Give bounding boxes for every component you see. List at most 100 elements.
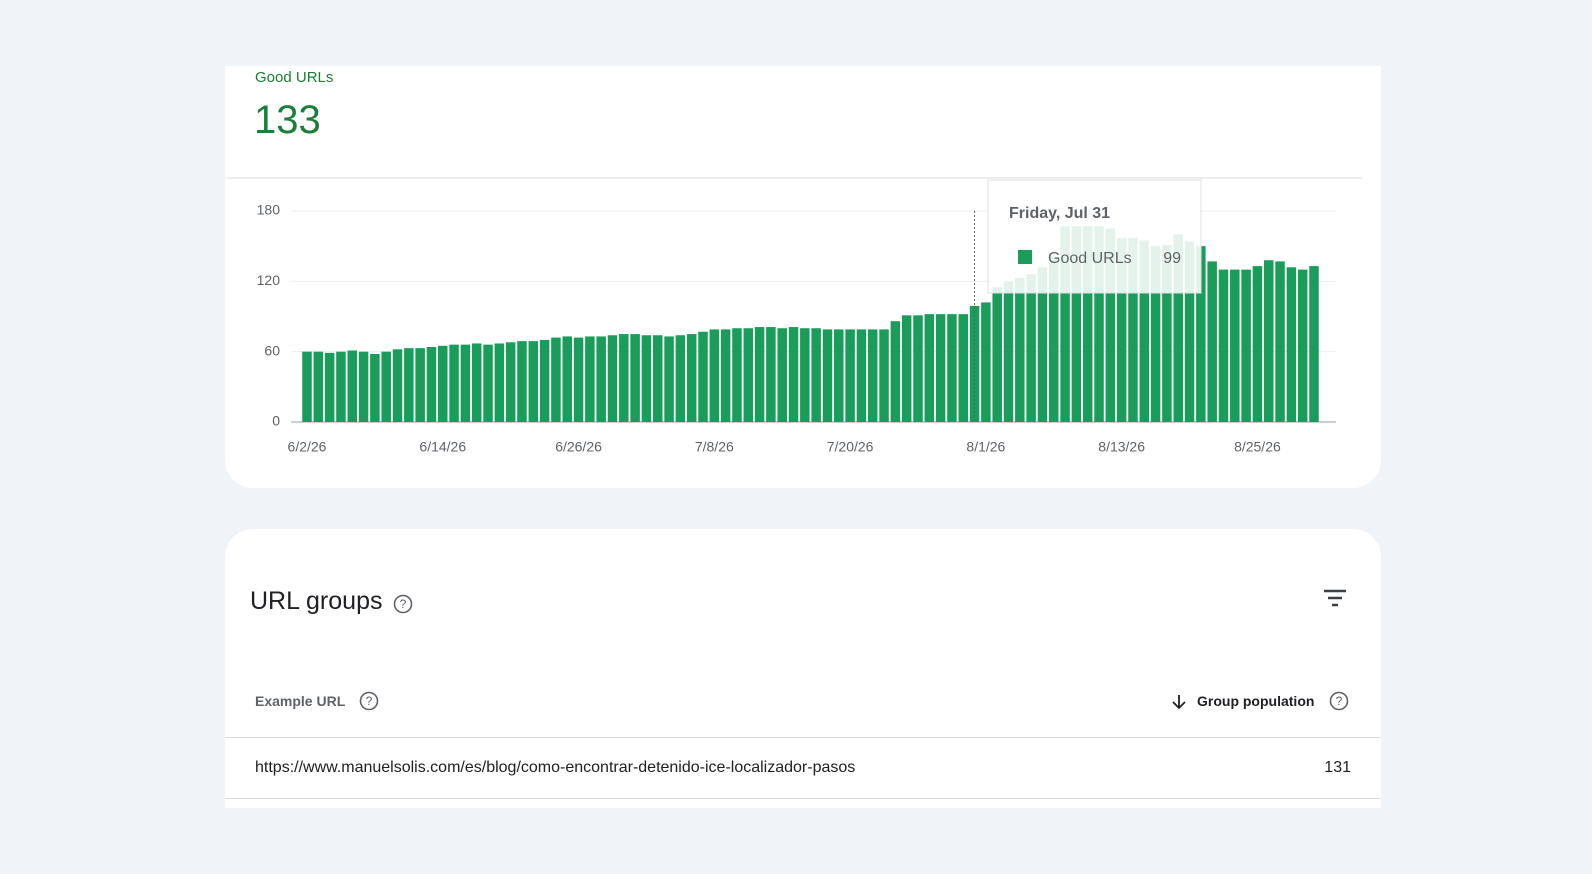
bar [788,327,799,422]
bar [619,334,629,422]
bar [471,343,482,422]
bar [573,337,584,422]
svg-text:?: ? [400,597,407,611]
bar [1116,237,1127,422]
bar [313,351,324,422]
svg-text:?: ? [1336,694,1343,708]
tooltip-value: 99 [1163,250,1181,267]
bar [879,329,889,422]
bar [1230,269,1240,422]
y-tick-label: 60 [264,342,280,358]
bar [324,352,335,422]
x-tick-label: 8/1/26 [966,439,1005,455]
bar [675,335,686,422]
bar [1241,269,1251,422]
bar [483,344,493,422]
bar [426,346,437,422]
bar [1139,240,1150,422]
y-tick-label: 0 [272,413,280,429]
column-header[interactable]: Group population [1197,693,1315,709]
bar [1082,226,1093,422]
y-tick-label: 180 [257,202,281,218]
bar [551,337,561,422]
tooltip-swatch [1018,250,1032,264]
bar [1105,228,1116,422]
bar [947,314,957,422]
bar [415,348,425,422]
bar [392,349,403,422]
bar [562,336,572,422]
bar [528,341,539,422]
table-card [225,529,1381,808]
bar [1263,260,1274,422]
bar [449,344,459,422]
bar [641,335,652,422]
svg-text:?: ? [366,694,373,708]
x-tick-label: 6/14/26 [419,439,466,455]
summary-label: Good URLs [255,69,334,86]
bar [958,314,968,422]
bar [1037,267,1048,422]
summary-value: 133 [254,98,321,142]
bar [517,341,527,422]
bar [935,314,946,422]
tooltip-title: Friday, Jul 31 [1009,205,1110,222]
bar [1184,241,1195,422]
sort-arrow[interactable] [1170,692,1188,712]
x-tick-label: 7/8/26 [695,439,734,455]
section-title: URL groups [250,587,383,615]
help-icon[interactable]: ? [1328,690,1350,712]
bar [720,329,731,422]
tooltip-series: Good URLs [1048,250,1132,267]
bar [845,329,855,422]
bar [1071,226,1082,422]
bar [438,345,448,422]
bar [596,336,606,422]
bar [1026,274,1036,422]
bar [381,351,391,422]
bar [1286,267,1297,422]
tooltip: Friday, Jul 31 Good URLs 99 [987,179,1202,294]
filter-icon[interactable] [1322,588,1350,610]
bar [913,315,923,422]
bar [404,348,414,422]
help-icon[interactable]: ? [358,690,380,712]
bar [1162,244,1172,422]
bar [1060,226,1070,422]
bar [1218,269,1229,422]
bar [1094,226,1104,422]
bar [1309,266,1319,422]
x-tick-label: 8/13/26 [1098,439,1145,455]
bar [834,329,844,422]
bar [1003,281,1014,422]
column-header[interactable]: Example URL [255,693,346,709]
bar [505,342,516,422]
bar [630,334,640,422]
bar [867,329,878,422]
x-tick-label: 8/25/26 [1234,439,1281,455]
divider [225,798,1381,799]
tooltip-box [987,179,1202,294]
bar [811,328,821,422]
table-cell[interactable]: https://www.manuelsolis.com/es/blog/como… [255,759,856,776]
help-icon[interactable]: ? [392,593,414,615]
bar [336,351,346,422]
bar [1173,234,1183,422]
bar [1015,277,1025,422]
bar [981,302,991,422]
bar [800,328,810,422]
bar [1297,269,1308,422]
bar [664,336,674,422]
bar [992,287,1002,422]
x-tick-label: 7/20/26 [827,439,874,455]
bar [653,335,663,422]
table-cell: 131 [1324,759,1351,776]
x-tick-label: 6/2/26 [288,439,327,455]
bar [686,334,697,422]
y-tick-label: 120 [257,272,281,288]
bar [585,336,595,422]
bar [901,315,912,422]
bar [607,335,618,422]
bar [754,327,765,422]
